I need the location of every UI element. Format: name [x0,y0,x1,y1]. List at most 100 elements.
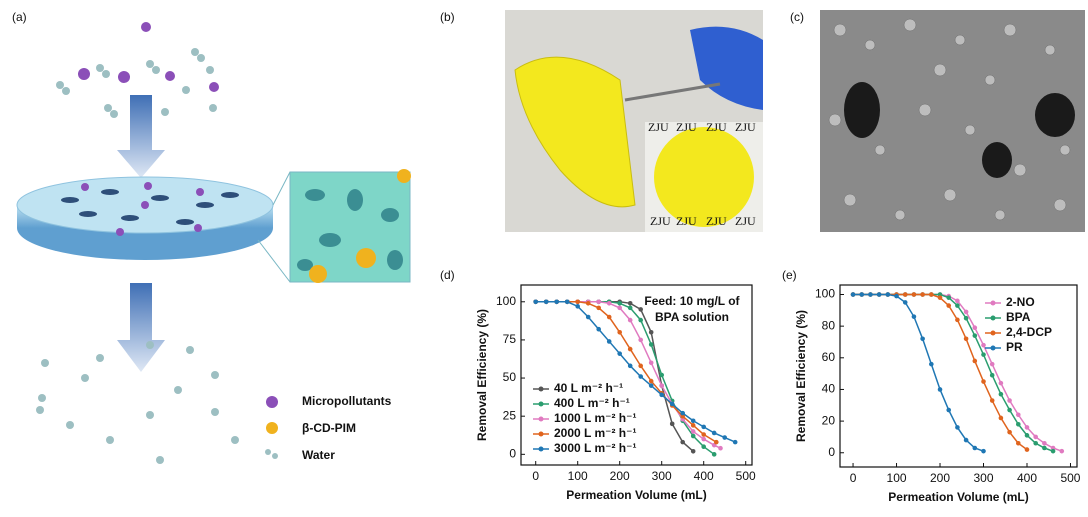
data-point [955,303,960,308]
data-point [999,381,1004,386]
data-point [1016,422,1021,427]
data-point [544,299,549,304]
data-point [722,435,727,440]
data-point [617,330,622,335]
y-tick-label: 80 [822,318,836,332]
y-tick-label: 25 [503,408,517,422]
data-point [973,325,978,330]
y-tick-label: 60 [822,350,836,364]
x-tick-label: 500 [736,469,756,483]
illustration-a: (a) [12,10,411,464]
data-point [554,299,559,304]
data-point [973,446,978,451]
data-point [575,299,580,304]
data-point [859,292,864,297]
data-point [628,306,633,311]
legend-marker [991,301,996,306]
data-point [714,440,719,445]
data-point [1016,412,1021,417]
x-tick-label: 400 [694,469,714,483]
data-point [1007,430,1012,435]
legend-label: 2000 L m⁻² h⁻¹ [554,426,636,440]
legend-label: PR [1006,340,1023,354]
annotation: Feed: 10 mg/L of [644,294,740,308]
data-point [981,352,986,357]
data-point [649,330,654,335]
data-point [575,304,580,309]
data-point [1016,441,1021,446]
legend-label: 400 L m⁻² h⁻¹ [554,396,630,410]
panel-label: (e) [782,268,797,282]
data-point [638,318,643,323]
legend-label: 2,4-DCP [1006,325,1052,339]
data-point [1025,425,1030,430]
y-tick-label: 40 [822,382,836,396]
x-tick-label: 300 [973,471,993,485]
data-point [628,301,633,306]
data-point [617,306,622,311]
data-point [1042,446,1047,451]
data-point [964,337,969,342]
data-point [586,315,591,320]
data-point [733,440,738,445]
watermark: ZJU [706,214,727,228]
watermark: ZJU [735,120,756,134]
data-point [617,351,622,356]
legend-label: 40 L m⁻² h⁻¹ [554,381,623,395]
x-axis-label: Permeation Volume (mL) [566,488,706,502]
data-point [999,416,1004,421]
data-point [973,333,978,338]
data-point [877,292,882,297]
data-point [929,362,934,367]
data-point [886,292,891,297]
data-point [938,387,943,392]
data-point [607,301,612,306]
x-tick-label: 500 [1060,471,1080,485]
x-tick-label: 400 [1017,471,1037,485]
data-point [946,408,951,413]
data-point [680,440,685,445]
data-point [680,411,685,416]
legend-label: BPA [1006,310,1031,324]
watermark: ZJU [676,214,697,228]
data-point [1051,449,1056,454]
data-point [691,423,696,428]
data-point [981,449,986,454]
data-point [701,437,706,442]
plot-frame [840,285,1077,467]
data-point [691,418,696,423]
y-tick-label: 75 [503,332,517,346]
x-tick-label: 300 [652,469,672,483]
y-axis-label: Removal Efficiency (%) [794,310,808,442]
data-point [851,292,856,297]
x-tick-label: 100 [887,471,907,485]
data-point [596,327,601,332]
data-point [596,306,601,311]
data-point [718,446,723,451]
data-point [607,339,612,344]
data-point [628,347,633,352]
data-point [670,402,675,407]
data-point [999,392,1004,397]
data-point [955,318,960,323]
data-point [586,301,591,306]
data-point [649,379,654,384]
data-point [638,338,643,343]
data-point [868,292,873,297]
watermark: ZJU [650,214,671,228]
data-point [955,299,960,304]
data-point [1033,435,1038,440]
panel-label: (c) [790,10,804,24]
x-tick-label: 100 [568,469,588,483]
legend-marker [539,417,544,422]
legend-marker [539,402,544,407]
x-tick-label: 0 [850,471,857,485]
legend-marker [991,331,996,336]
data-point [964,438,969,443]
legend-label: Micropollutants [302,394,392,408]
data-point [712,452,717,457]
data-point [903,300,908,305]
data-point [638,307,643,312]
data-point [946,303,951,308]
data-point [565,299,570,304]
